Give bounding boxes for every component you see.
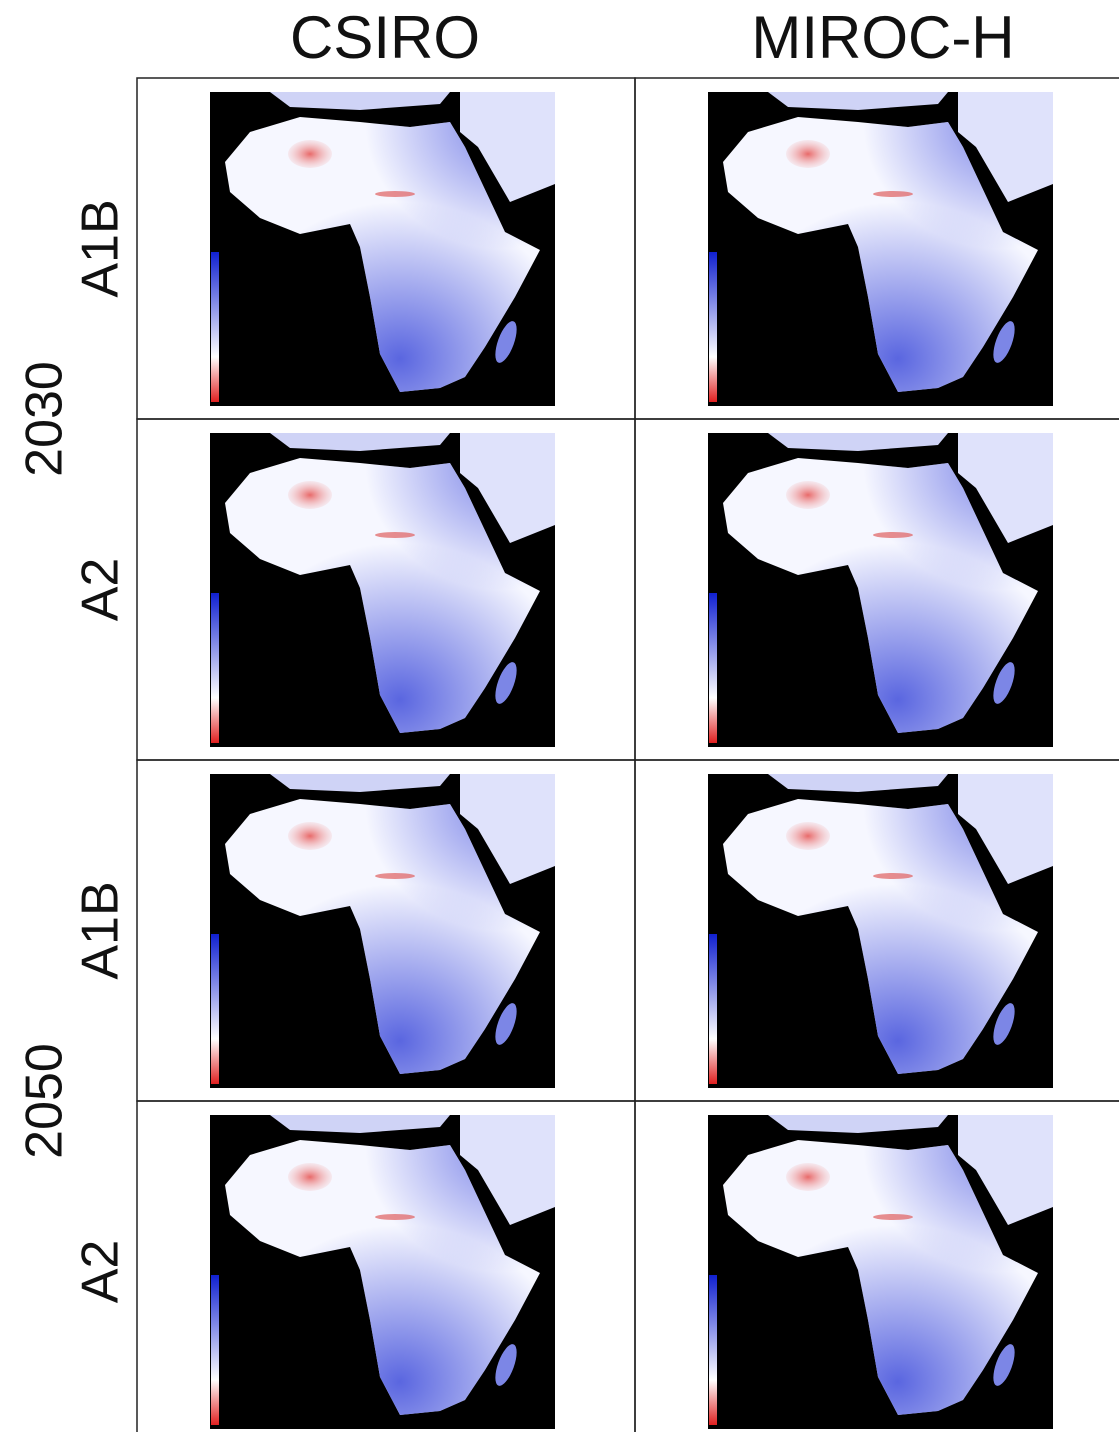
column-header: MIROC-H [751,4,1014,71]
cell [634,1100,1119,1432]
map [210,774,555,1088]
scenario-label: A1B [72,881,130,979]
map [210,92,555,406]
map [210,433,555,747]
scenario-label: A1B [72,199,130,297]
year-label: 2030 [16,361,74,477]
map [708,92,1053,406]
scenario-label: A2 [72,558,130,622]
map [708,1115,1053,1429]
map [708,433,1053,747]
map [210,1115,555,1429]
scenario-label: A2 [72,1240,130,1304]
map [708,774,1053,1088]
year-label: 2050 [16,1043,74,1159]
column-header: CSIRO [290,4,480,71]
